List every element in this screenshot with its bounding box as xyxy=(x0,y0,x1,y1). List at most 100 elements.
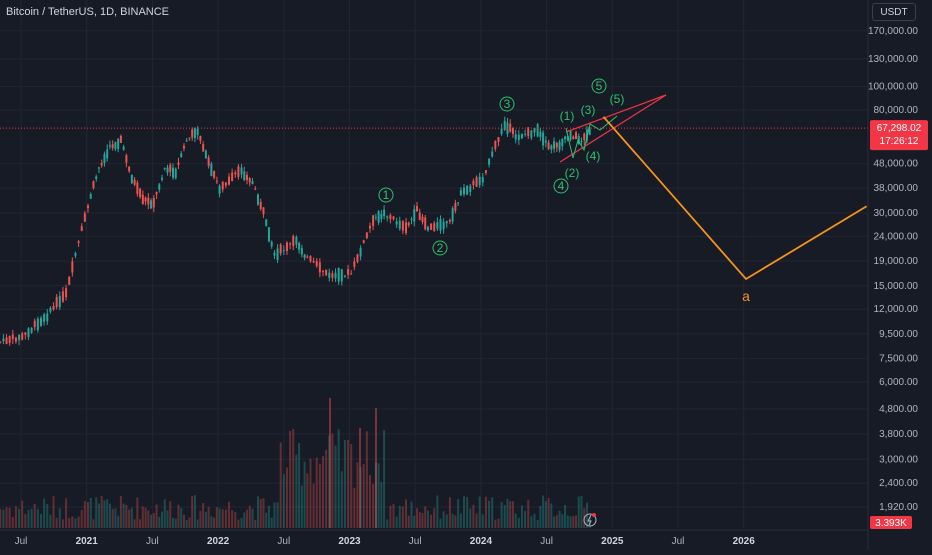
candle xyxy=(451,208,454,222)
volume-bar xyxy=(442,511,445,528)
volume-bar xyxy=(356,462,359,528)
volume-bar xyxy=(177,504,180,528)
wave-label-sub: (1) xyxy=(560,109,575,123)
volume-bar xyxy=(547,497,550,528)
candle xyxy=(276,248,279,260)
volume-bar xyxy=(424,506,427,528)
volume-bar xyxy=(133,519,136,528)
volume-bar xyxy=(141,506,144,528)
candle xyxy=(254,188,257,190)
candle xyxy=(337,267,340,282)
price-axis[interactable]: 170,000.00 130,000.00 100,000.00 80,000.00 4… xyxy=(868,0,932,550)
candle xyxy=(144,197,147,202)
symbol-title[interactable]: Bitcoin / TetherUS, 1D, BINANCE xyxy=(6,6,170,18)
candle xyxy=(215,180,218,182)
volume-bar xyxy=(359,428,361,528)
candle xyxy=(43,314,46,322)
candle xyxy=(270,241,273,247)
volume-bar xyxy=(234,512,237,528)
volume-bar xyxy=(14,506,17,528)
candle xyxy=(100,162,103,166)
volume-bar xyxy=(182,514,185,528)
candle xyxy=(550,145,553,150)
candle xyxy=(218,185,221,194)
candle xyxy=(213,170,216,178)
price-tick-label: 9,500.00 xyxy=(879,329,918,340)
volume-bar xyxy=(436,495,439,528)
candle xyxy=(97,167,100,169)
volume-bar xyxy=(372,483,375,528)
candle xyxy=(478,176,481,186)
volume-bar xyxy=(33,503,36,528)
volume-bar xyxy=(511,501,514,528)
candle xyxy=(421,216,424,223)
currency-button[interactable]: USDT xyxy=(872,3,916,21)
volume-bar xyxy=(353,487,356,528)
time-tick-label: Jul xyxy=(409,536,422,547)
candle xyxy=(517,134,520,141)
candle xyxy=(575,132,578,139)
candle xyxy=(61,291,64,302)
volume-bar xyxy=(362,464,365,528)
volume-bar xyxy=(188,517,191,528)
candle xyxy=(561,138,564,147)
volume-bar xyxy=(569,516,572,528)
time-axis[interactable]: Jul 2021 Jul 2022 Jul 2023 Jul 2024 Jul 2025 Jul 20… xyxy=(0,0,869,550)
candle xyxy=(237,166,240,177)
volume-bar xyxy=(174,518,177,528)
price-tick-label: 3,000.00 xyxy=(879,454,918,465)
wave-label-a: a xyxy=(742,288,750,304)
volume-bar xyxy=(103,500,106,528)
candle xyxy=(564,136,567,140)
volume-bar xyxy=(52,496,55,528)
volume-bar xyxy=(231,510,234,528)
candle xyxy=(328,272,331,278)
candle xyxy=(312,261,315,263)
volume-bar xyxy=(561,514,564,528)
candle xyxy=(106,149,109,159)
candle xyxy=(514,134,517,140)
candle xyxy=(0,341,2,343)
lightning-icon xyxy=(587,514,592,526)
candle xyxy=(210,163,213,176)
candle xyxy=(566,136,569,141)
time-tick-label: 2025 xyxy=(601,536,624,547)
volume-bar xyxy=(451,513,454,528)
volume-bar xyxy=(410,501,413,528)
volume-box xyxy=(870,516,912,529)
volume-bar xyxy=(469,508,472,528)
candle xyxy=(71,261,74,273)
volume-bar xyxy=(125,505,128,528)
candle xyxy=(469,185,472,193)
price-tick-label: 1,920.00 xyxy=(879,502,918,513)
candle xyxy=(5,337,8,344)
volume-bar xyxy=(445,514,448,528)
candle xyxy=(21,333,24,340)
volume-bar xyxy=(295,454,298,528)
candle xyxy=(49,307,52,312)
candle xyxy=(436,222,439,229)
volume-bar xyxy=(262,498,265,528)
volume-bar xyxy=(292,428,295,528)
volume-bar xyxy=(180,507,183,528)
candle xyxy=(497,137,500,142)
time-tick-label: Jul xyxy=(277,536,290,547)
volume-bar xyxy=(466,496,469,528)
volume-bar xyxy=(282,474,285,528)
candle xyxy=(234,172,237,175)
volume-bar xyxy=(497,518,500,528)
volume-bar xyxy=(395,516,398,528)
volume-bar xyxy=(144,507,147,528)
candle xyxy=(256,194,259,205)
candle xyxy=(448,220,451,222)
volume-bar xyxy=(30,508,33,528)
volume-bar xyxy=(267,505,270,528)
volume-bar xyxy=(106,499,109,528)
candle xyxy=(536,124,539,137)
volume-bar xyxy=(111,508,114,528)
candle xyxy=(401,221,404,231)
candle xyxy=(166,167,169,173)
volume-bar xyxy=(251,508,254,528)
